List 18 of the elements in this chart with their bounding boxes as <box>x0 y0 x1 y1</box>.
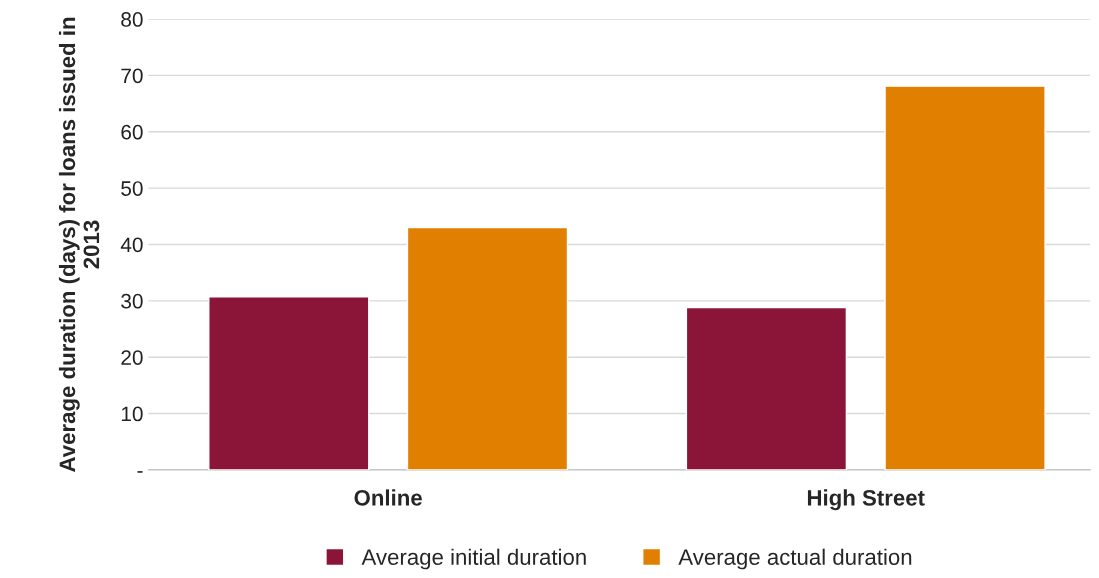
legend-label: Average actual duration <box>678 548 912 570</box>
bar <box>685 306 848 470</box>
y-tick-label: 40 <box>120 237 143 253</box>
bar <box>884 85 1046 470</box>
y-tick-label: 20 <box>121 350 143 365</box>
y-tick-label: 80 <box>121 12 143 27</box>
x-tick-label: Online <box>354 489 422 506</box>
legend-label: Average initial duration <box>361 548 586 570</box>
y-tick-label: 30 <box>121 293 143 309</box>
y-tick-label: 70 <box>121 68 143 84</box>
y-tick-label: 50 <box>121 181 143 196</box>
y-tick-label: 60 <box>121 124 143 140</box>
y-tick-label: - <box>137 471 143 473</box>
bar <box>406 226 569 470</box>
y-tick-label: 10 <box>121 406 143 422</box>
bar <box>208 296 370 470</box>
y-axis-title: Average duration (days) for loans issued in 2013 <box>58 17 100 472</box>
x-tick-label: High Street <box>807 489 925 511</box>
